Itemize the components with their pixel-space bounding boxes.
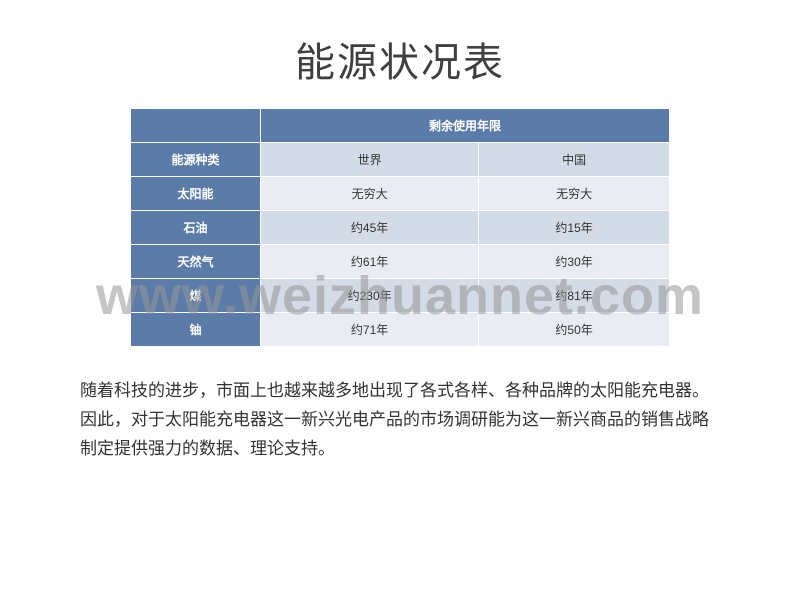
page-title: 能源状况表 <box>60 30 740 88</box>
cell: 无穷大 <box>479 177 670 211</box>
table-row: 天然气 约61年 约30年 <box>131 245 670 279</box>
table-subheader-china: 中国 <box>479 143 670 177</box>
cell: 约15年 <box>479 211 670 245</box>
row-label: 太阳能 <box>131 177 261 211</box>
table-col-header-label: 能源种类 <box>131 143 261 177</box>
table-corner-cell <box>131 109 261 143</box>
cell: 无穷大 <box>261 177 479 211</box>
cell: 约45年 <box>261 211 479 245</box>
energy-table: 剩余使用年限 能源种类 世界 中国 太阳能 无穷大 无穷大 石油 约45年 约1… <box>130 108 670 347</box>
cell: 约50年 <box>479 313 670 347</box>
row-label: 石油 <box>131 211 261 245</box>
table-row: 铀 约71年 约50年 <box>131 313 670 347</box>
table-subheader-world: 世界 <box>261 143 479 177</box>
cell: 约30年 <box>479 245 670 279</box>
body-paragraph: 随着科技的进步，市面上也越来越多地出现了各式各样、各种品牌的太阳能充电器。因此，… <box>80 377 720 464</box>
table-row: 太阳能 无穷大 无穷大 <box>131 177 670 211</box>
cell: 约81年 <box>479 279 670 313</box>
cell: 约230年 <box>261 279 479 313</box>
cell: 约71年 <box>261 313 479 347</box>
table-header-row-2: 能源种类 世界 中国 <box>131 143 670 177</box>
row-label: 煤 <box>131 279 261 313</box>
table-row: 石油 约45年 约15年 <box>131 211 670 245</box>
slide: 能源状况表 剩余使用年限 能源种类 世界 中国 太阳能 无穷大 无穷大 石油 约… <box>0 0 800 600</box>
row-label: 铀 <box>131 313 261 347</box>
table-header-row-1: 剩余使用年限 <box>131 109 670 143</box>
table-row: 煤 约230年 约81年 <box>131 279 670 313</box>
cell: 约61年 <box>261 245 479 279</box>
table-header-span: 剩余使用年限 <box>261 109 670 143</box>
row-label: 天然气 <box>131 245 261 279</box>
